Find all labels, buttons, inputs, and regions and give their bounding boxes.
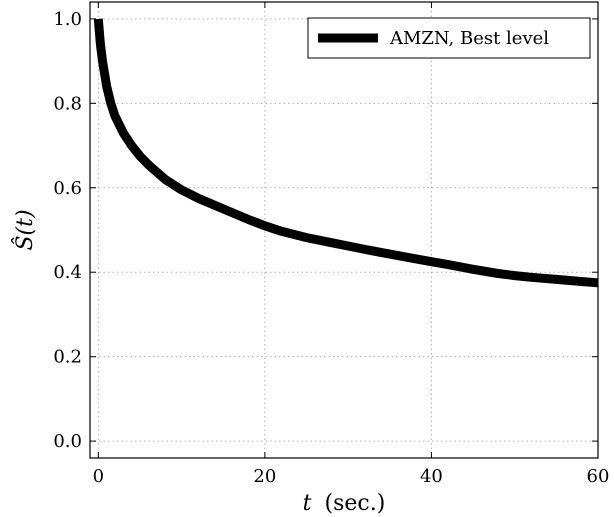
- y-tick-label: 0.6: [53, 178, 82, 199]
- x-tick-label: 40: [420, 466, 443, 487]
- x-axis-variable: t: [303, 491, 312, 516]
- series-layer: [93, 18, 599, 288]
- y-tick-label: 0.0: [53, 431, 82, 452]
- y-tick-label: 0.2: [53, 347, 82, 368]
- x-axis-label: t (sec.): [303, 491, 386, 516]
- y-tick-label: 1.0: [53, 9, 82, 30]
- x-tick-label: 0: [93, 466, 104, 487]
- series-line: [93, 18, 599, 288]
- tick-labels: 0 20 40 60 0.0 0.2 0.4 0.6 0.8 1.0: [53, 9, 609, 487]
- axis-ticks: [90, 2, 599, 458]
- plot-frame: [89, 1, 599, 459]
- y-tick-label: 0.4: [53, 262, 82, 283]
- y-tick-label: 0.8: [53, 93, 82, 114]
- legend: AMZN, Best level: [307, 17, 591, 59]
- x-tick-label: 20: [253, 466, 276, 487]
- x-axis-unit: (sec.): [325, 491, 386, 516]
- x-tick-label: 60: [587, 466, 610, 487]
- grid-lines: [90, 2, 599, 458]
- y-axis-label: Ŝ(t): [11, 209, 38, 250]
- legend-label: AMZN, Best level: [389, 28, 549, 49]
